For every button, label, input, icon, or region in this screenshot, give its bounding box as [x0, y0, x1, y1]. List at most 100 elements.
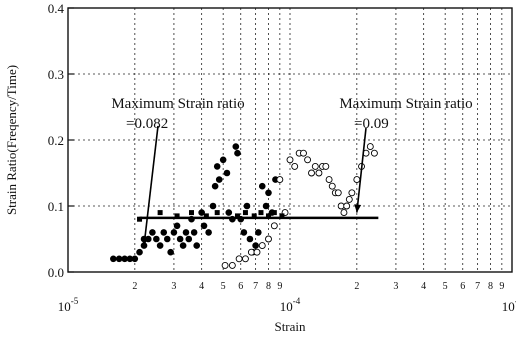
data-point-open: [325, 176, 333, 184]
x-minor-tick-label: 9: [499, 281, 504, 292]
data-point-open: [311, 162, 319, 170]
annotation-arrowhead: [141, 237, 149, 246]
tick-base: 10: [58, 299, 71, 314]
data-point-filled: [136, 248, 143, 256]
data-point-square: [251, 213, 257, 219]
annotation-value: =0.082: [126, 116, 168, 132]
data-point-filled: [255, 229, 262, 236]
data-point-open: [247, 248, 255, 256]
data-point-filled: [200, 222, 208, 230]
data-point-open: [366, 143, 374, 151]
data-point-open: [353, 176, 361, 184]
data-point-open: [304, 156, 312, 164]
data-point-filled: [258, 182, 266, 190]
data-points: [110, 143, 378, 269]
data-point-filled: [110, 255, 117, 263]
annotation-label: Maximum Strain ratio: [111, 96, 244, 112]
data-point-filled: [182, 229, 190, 236]
y-tick-label: 0.1: [48, 199, 64, 214]
data-point-filled: [219, 156, 227, 164]
data-point-filled: [232, 143, 240, 150]
x-minor-tick-label: 5: [443, 281, 448, 292]
data-point-filled: [262, 202, 270, 210]
x-minor-tick-label: 4: [199, 281, 204, 292]
data-point-open: [253, 248, 261, 256]
y-axis-label: Strain Ratio(Freqency/Time): [4, 65, 19, 215]
data-point-filled: [193, 242, 201, 249]
data-point-open: [370, 149, 378, 157]
data-point-filled: [160, 229, 168, 236]
x-minor-tick-label: 9: [277, 281, 282, 292]
data-point-square: [137, 216, 143, 222]
x-minor-tick-label: 6: [238, 281, 243, 292]
data-point-square: [174, 213, 180, 219]
x-major-tick-label: 10-3: [502, 296, 516, 314]
x-minor-tick-label: 3: [393, 281, 398, 292]
tick-exponent: -5: [71, 296, 79, 306]
data-point-filled: [213, 163, 221, 170]
x-minor-tick-label: 6: [460, 281, 465, 292]
tick-base: 10: [280, 299, 293, 314]
x-minor-tick-label: 5: [221, 281, 226, 292]
data-point-filled: [209, 202, 217, 210]
x-axis-label: Strain: [274, 319, 306, 334]
data-point-filled: [179, 242, 187, 249]
data-point-filled: [167, 248, 174, 256]
data-point-filled: [163, 235, 171, 243]
data-point-filled: [229, 215, 236, 223]
data-point-open: [328, 182, 336, 190]
x-minor-tick-label: 8: [488, 281, 493, 292]
annotation-arrowhead: [354, 204, 362, 213]
data-point-square: [188, 210, 194, 216]
data-point-filled: [265, 189, 272, 197]
y-tick-label: 0.0: [48, 265, 64, 280]
data-point-filled: [198, 209, 205, 216]
x-minor-tick-label: 7: [475, 281, 480, 292]
data-point-square: [242, 210, 248, 216]
x-major-tick-label: 10-4: [280, 296, 301, 314]
data-point-filled: [205, 229, 212, 236]
data-point-filled: [176, 235, 184, 243]
data-point-open: [334, 189, 342, 197]
data-point-filled: [215, 176, 223, 183]
data-point-filled: [223, 169, 231, 177]
annotation-arrow: [143, 125, 159, 246]
data-point-open: [300, 149, 307, 157]
data-point-filled: [185, 235, 193, 243]
x-minor-tick-label: 8: [266, 281, 271, 292]
annotations: Maximum Strain ratio =0.082 Maximum Strain…: [111, 96, 473, 246]
data-point-filled: [126, 255, 134, 263]
data-point-filled: [243, 202, 251, 210]
data-point-square: [279, 213, 285, 219]
x-minor-tick-label: 7: [253, 281, 258, 292]
data-point-filled: [188, 215, 195, 223]
data-point-open: [286, 156, 294, 164]
annotation-label: Maximum Strain ratio: [339, 96, 472, 112]
data-point-square: [265, 213, 271, 219]
axes: 0.00.10.20.30.42 3 4 5 6 7 8 9 2 3 4 5 6 7 8 910-5 10-4 1…: [48, 1, 516, 314]
data-point-filled: [170, 229, 178, 236]
data-point-square: [234, 213, 240, 219]
y-tick-label: 0.2: [48, 133, 64, 148]
data-point-open: [308, 169, 315, 177]
data-point-open: [348, 189, 356, 197]
data-point-filled: [131, 255, 139, 263]
data-point-open: [322, 162, 330, 170]
annotation-value: =0.09: [354, 116, 389, 132]
data-point-open: [270, 222, 278, 230]
data-point-filled: [240, 229, 248, 236]
data-point-filled: [156, 242, 164, 249]
y-tick-label: 0.3: [48, 67, 64, 82]
data-point-square: [214, 210, 220, 216]
x-minor-tick-label: 2: [354, 281, 359, 292]
tick-base: 10: [502, 299, 515, 314]
data-point-open: [345, 195, 353, 203]
data-point-open: [258, 242, 266, 250]
data-point-open: [343, 202, 351, 210]
x-major-tick-label: 10-5: [58, 296, 79, 314]
data-point-open: [276, 176, 284, 184]
annotation-arrow: [356, 127, 367, 213]
data-point-open: [221, 261, 229, 269]
